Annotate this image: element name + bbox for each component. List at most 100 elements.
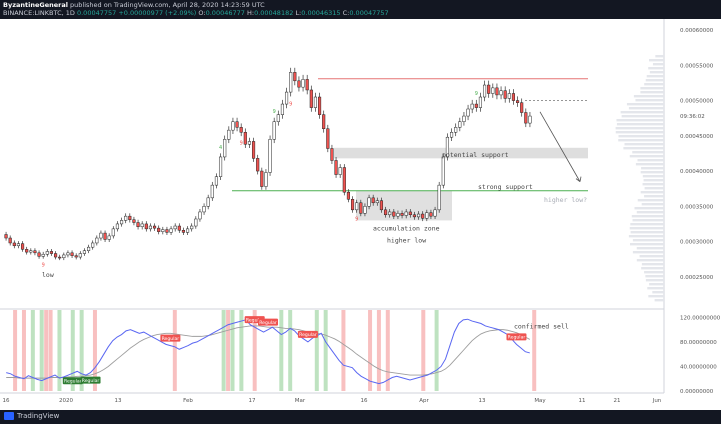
candle — [256, 158, 260, 172]
candle — [350, 199, 355, 211]
chart-canvas[interactable]: 4 9 9 9 9 9 9 potential support strong support h… — [0, 19, 721, 410]
volume-profile-bar — [624, 143, 664, 146]
buy-signal-band — [239, 310, 244, 391]
candle — [297, 80, 301, 88]
publication-line: ByzantineGeneral published on TradingVie… — [3, 1, 265, 9]
candle — [111, 228, 115, 237]
candle — [416, 213, 421, 218]
volume-profile-bar — [634, 207, 664, 210]
candle — [66, 252, 70, 256]
rsi-tick-label: 80.00000000 — [680, 340, 717, 346]
candle — [421, 213, 425, 219]
sell-signal-band — [21, 310, 26, 391]
price-change: +0.00000977 (+2.09%) — [118, 9, 197, 17]
candle — [346, 191, 351, 200]
volume-profile-bar — [641, 203, 664, 206]
volume-profile-bar — [643, 179, 664, 182]
time-tick-label: 13 — [479, 398, 486, 404]
volume-profile-bar — [639, 255, 664, 258]
candle — [396, 213, 400, 217]
projection-arrowhead — [575, 176, 582, 182]
sell-signal-band — [252, 310, 257, 391]
buy-signal-band — [221, 310, 226, 391]
candle — [239, 127, 243, 133]
candle — [82, 250, 87, 254]
candle — [499, 90, 503, 96]
candle — [91, 242, 95, 248]
buy-signal-band — [70, 310, 75, 391]
candle — [301, 79, 305, 88]
tradingview-brand[interactable]: TradingView — [4, 412, 59, 420]
td-signal-label: 4 — [219, 145, 222, 151]
price-tick-label: 0.00030000 — [680, 240, 714, 246]
volume-profile-bar — [629, 227, 664, 230]
sell-signal-band — [421, 310, 426, 391]
candle — [20, 243, 25, 250]
divergence-badge — [506, 333, 527, 341]
candle — [37, 252, 41, 257]
volume-profile-bar — [652, 63, 664, 66]
buy-signal-band — [39, 310, 44, 391]
candle — [309, 89, 313, 108]
time-tick-label: 11 — [579, 398, 586, 404]
volume-profile-bar — [629, 155, 664, 158]
price-tick-label: 0.00055000 — [680, 63, 714, 69]
buy-signal-band — [57, 310, 62, 391]
candle — [524, 112, 528, 124]
volume-profile-bar — [636, 247, 664, 250]
volume-profile-bar — [649, 283, 664, 286]
annotation-accumulation-zone: accumulation zone — [373, 224, 440, 232]
candle — [218, 156, 223, 177]
candle — [330, 148, 334, 161]
time-tick-label: Mar — [295, 398, 306, 404]
candle — [12, 242, 16, 247]
candle — [276, 114, 280, 122]
candle — [181, 230, 186, 233]
close-label: C: — [342, 9, 350, 17]
candle — [49, 251, 54, 254]
candle — [359, 202, 363, 214]
sell-signal-band — [44, 310, 49, 391]
divergence-badge-label: Regular — [82, 378, 100, 384]
volume-profile-bar — [632, 219, 664, 222]
candle — [25, 249, 29, 253]
rsi-tick-label: 0.00000000 — [680, 389, 714, 395]
candle — [379, 200, 384, 211]
candle — [115, 223, 120, 230]
volume-profile-bar — [633, 95, 664, 98]
time-tick-label: Jun — [652, 398, 662, 404]
candle — [441, 156, 445, 186]
price-tick-label: 0.00040000 — [680, 169, 714, 175]
footer: TradingView — [0, 410, 721, 424]
candle — [334, 160, 338, 175]
volume-profile-bar — [648, 295, 664, 298]
candle — [161, 229, 165, 232]
candle — [491, 87, 495, 94]
time-tick-label: Apr — [419, 398, 429, 404]
buy-signal-band — [230, 310, 235, 391]
candle — [8, 237, 12, 244]
volume-profile-bar — [646, 75, 664, 78]
candle — [86, 246, 91, 251]
sell-signal-band — [226, 310, 231, 391]
candle — [400, 213, 404, 216]
sell-signal-band — [341, 310, 346, 391]
time-tick-label: May — [534, 398, 546, 404]
brand-text: TradingView — [17, 412, 60, 420]
author-name[interactable]: ByzantineGeneral — [3, 1, 68, 9]
td-signal-label: 9 — [273, 109, 276, 115]
volume-profile-bar — [615, 131, 664, 134]
time-tick-label: Feb — [183, 398, 193, 404]
candle — [29, 250, 33, 253]
candle — [482, 84, 487, 98]
volume-profile-bar — [649, 71, 664, 74]
volume-profile-bar — [649, 59, 664, 62]
candle — [437, 184, 441, 211]
td-signal-label: 9 — [355, 217, 358, 223]
volume-profile-bar — [628, 235, 664, 238]
candle — [404, 211, 408, 216]
volume-profile-bar — [637, 199, 664, 202]
candle — [53, 253, 58, 258]
volume-profile-bar — [654, 299, 664, 302]
candle — [487, 84, 491, 94]
